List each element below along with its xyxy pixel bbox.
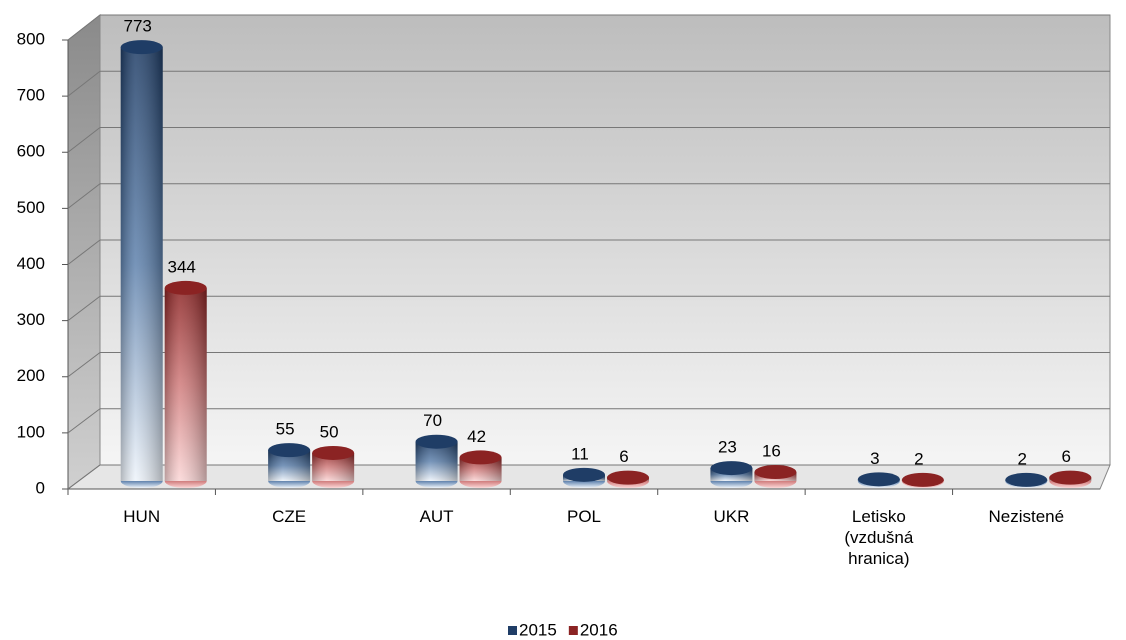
- bar: [415, 434, 458, 488]
- grid-line-side: [67, 295, 101, 322]
- bar-top: [1005, 472, 1048, 487]
- bar: [901, 472, 944, 488]
- y-tick-label: 200: [17, 366, 45, 385]
- value-label: 50: [320, 422, 339, 441]
- grid-line-side: [67, 127, 101, 153]
- bar: [268, 443, 311, 488]
- value-label: 2: [914, 449, 923, 468]
- grid-line-side: [67, 464, 101, 490]
- x-tick-label: UKR: [713, 507, 750, 526]
- bar-top: [857, 472, 900, 487]
- y-tick-label: 100: [17, 422, 45, 441]
- bar: [563, 467, 605, 488]
- x-tick-label: POL: [566, 507, 602, 526]
- bar-top: [563, 467, 605, 482]
- value-label: 3: [870, 449, 879, 468]
- value-label: 6: [1062, 447, 1071, 466]
- bar-top: [901, 472, 944, 487]
- y-tick-label: 300: [17, 310, 45, 329]
- legend-swatch: [568, 626, 578, 635]
- grid-line-side: [67, 408, 101, 434]
- x-tick-label: Letisko (vzdušná hranica): [844, 507, 914, 568]
- bar: [120, 40, 163, 488]
- grid-line-side: [67, 239, 101, 265]
- y-tick-label: 500: [17, 198, 45, 217]
- y-tick-label: 700: [17, 86, 45, 105]
- bar-top: [164, 280, 207, 295]
- value-label: 773: [124, 17, 152, 36]
- value-label: 6: [619, 447, 628, 466]
- bar: [607, 470, 649, 488]
- bar: [1005, 472, 1048, 488]
- value-label: 23: [718, 438, 737, 457]
- y-tick-label: 0: [36, 478, 45, 497]
- bar-shade: [120, 47, 163, 482]
- grid-line-side: [67, 14, 101, 41]
- bar-top: [710, 461, 753, 476]
- x-tick-label: CZE: [272, 507, 307, 526]
- legend-swatch: [508, 626, 517, 635]
- value-label: 70: [423, 411, 442, 430]
- legend-label: 2015: [519, 620, 557, 639]
- bar: [857, 472, 900, 488]
- bar: [754, 465, 797, 488]
- bar: [164, 280, 207, 488]
- bar: [710, 461, 753, 488]
- bar-top: [1049, 470, 1092, 485]
- grid-line-side: [67, 70, 101, 97]
- y-tick-label: 400: [17, 254, 45, 273]
- y-tick-label: 600: [17, 142, 45, 161]
- bar-top: [607, 470, 649, 485]
- bar: [459, 450, 502, 488]
- grid-line-side: [67, 183, 101, 209]
- bar-top: [312, 445, 355, 460]
- value-label: 55: [276, 420, 295, 439]
- bar-top: [415, 434, 458, 449]
- value-label: 16: [762, 442, 781, 461]
- x-tick-label: AUT: [419, 507, 454, 526]
- value-label: 11: [571, 444, 589, 463]
- bar: [312, 445, 355, 488]
- legend-label: 2016: [580, 620, 618, 639]
- bar-top: [459, 450, 502, 465]
- x-tick-label: HUN: [123, 507, 161, 526]
- bar-top: [268, 443, 311, 458]
- value-label: 2: [1018, 449, 1027, 468]
- value-label: 42: [467, 427, 486, 446]
- bar-top: [120, 40, 163, 55]
- y-tick-label: 800: [17, 29, 45, 48]
- bar: [1049, 470, 1092, 488]
- grid-line-side: [67, 352, 101, 378]
- bar-top: [754, 465, 797, 480]
- value-label: 344: [168, 257, 196, 276]
- bar-shade: [164, 287, 207, 481]
- x-tick-label: Nezistené: [988, 507, 1065, 526]
